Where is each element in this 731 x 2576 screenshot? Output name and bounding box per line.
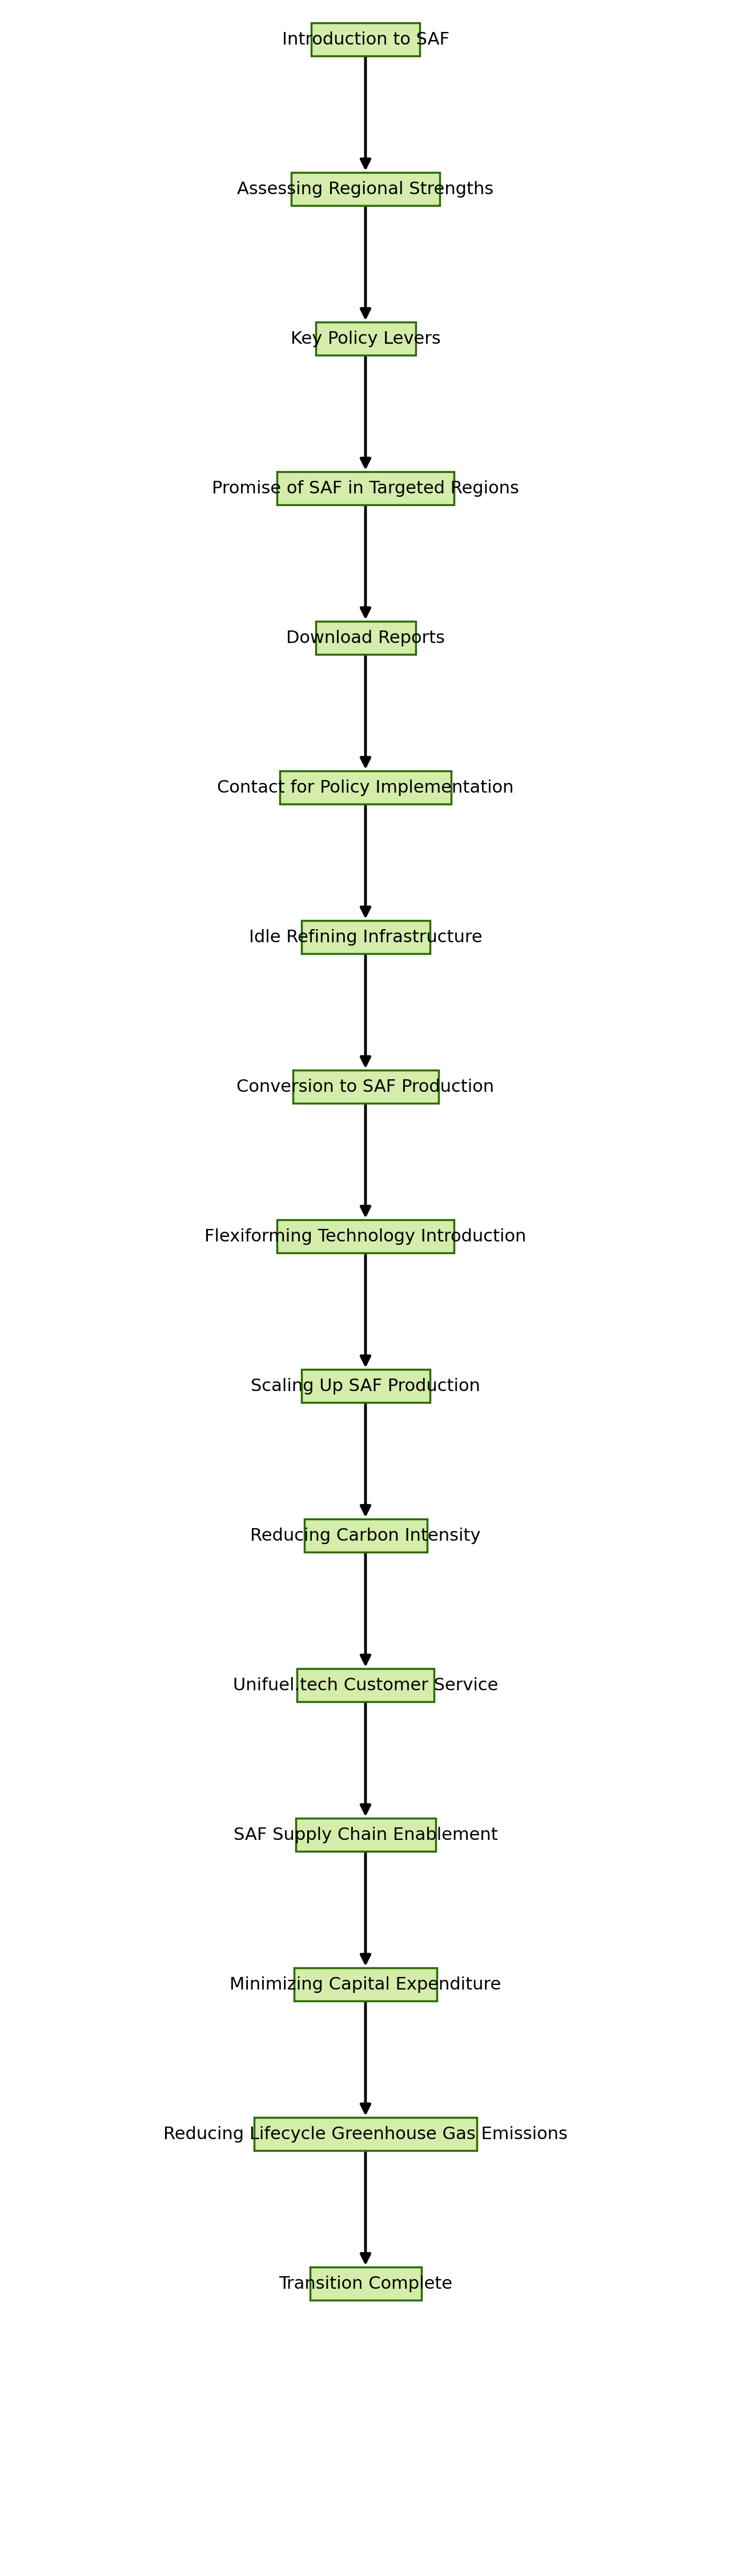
Text: Scaling Up SAF Production: Scaling Up SAF Production [251,1378,480,1394]
Text: SAF Supply Chain Enablement: SAF Supply Chain Enablement [233,1826,498,1842]
Text: Contact for Policy Implementation: Contact for Policy Implementation [217,778,514,796]
Bar [277,471,454,505]
Bar [316,322,415,355]
Bar [254,2117,477,2151]
Bar [311,23,420,57]
Text: Introduction to SAF: Introduction to SAF [282,31,449,49]
Text: Minimizing Capital Expenditure: Minimizing Capital Expenditure [230,1976,501,1994]
Text: Flexiforming Technology Introduction: Flexiforming Technology Introduction [205,1229,526,1244]
Text: Key Policy Levers: Key Policy Levers [290,330,441,348]
Bar [304,1520,427,1553]
Text: Transition Complete: Transition Complete [279,2275,452,2293]
Bar [301,1370,430,1401]
Text: Idle Refining Infrastructure: Idle Refining Infrastructure [249,930,482,945]
Bar [301,920,430,953]
Bar [294,1968,437,2002]
Bar [292,1069,439,1103]
Bar [291,173,440,206]
Text: Reducing Lifecycle Greenhouse Gas Emissions: Reducing Lifecycle Greenhouse Gas Emissi… [163,2125,568,2143]
Text: Unifuel.tech Customer Service: Unifuel.tech Customer Service [233,1677,498,1692]
Text: Promise of SAF in Targeted Regions: Promise of SAF in Targeted Regions [212,479,519,497]
Bar [295,1819,436,1852]
Text: Download Reports: Download Reports [286,629,445,647]
Text: Conversion to SAF Production: Conversion to SAF Production [237,1079,494,1095]
Bar [277,1221,454,1252]
Bar [280,770,451,804]
Bar [310,2267,421,2300]
Text: Assessing Regional Strengths: Assessing Regional Strengths [238,180,493,198]
Bar [297,1669,434,1703]
Text: Reducing Carbon Intensity: Reducing Carbon Intensity [250,1528,481,1543]
Bar [316,621,415,654]
